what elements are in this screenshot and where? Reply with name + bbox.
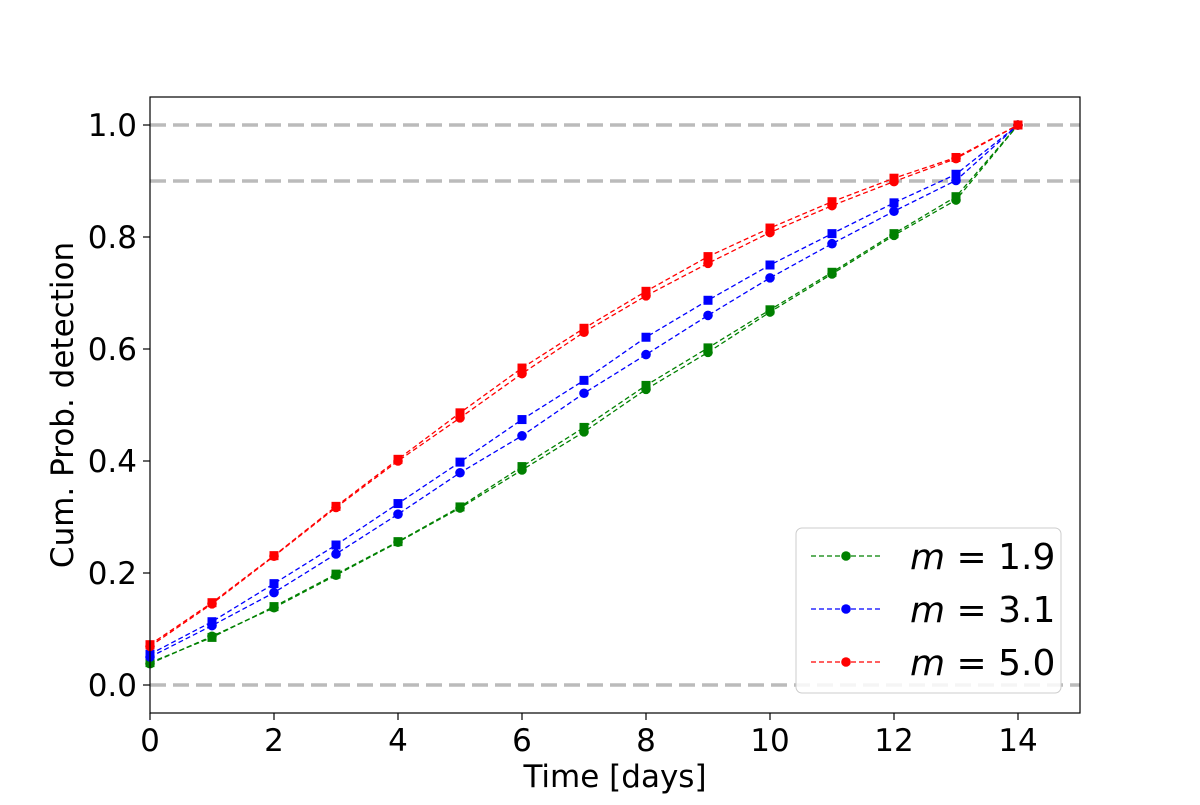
data-point-circle <box>331 570 341 581</box>
series-3.1 <box>145 120 1023 662</box>
data-point-square <box>517 415 527 425</box>
x-tick-label: 2 <box>264 723 284 759</box>
series-1.9 <box>145 120 1023 669</box>
data-point-square <box>455 408 465 418</box>
data-point-circle <box>269 587 279 598</box>
data-point-square <box>827 229 837 239</box>
data-point-circle <box>393 456 403 466</box>
data-point-circle <box>765 273 775 283</box>
y-tick-label: 0.6 <box>88 332 137 368</box>
data-point-circle <box>269 551 279 561</box>
data-point-circle <box>641 384 651 395</box>
y-axis: 0.0 0.2 0.4 0.6 0.8 1.0 <box>88 108 150 704</box>
data-point-circle <box>517 465 527 475</box>
data-point-circle <box>703 347 713 358</box>
y-tick-label: 1.0 <box>88 108 137 144</box>
data-point-circle <box>889 206 899 217</box>
data-point-circle <box>207 631 217 642</box>
data-point-circle <box>207 620 217 631</box>
y-tick-label: 0.4 <box>88 444 137 480</box>
data-point-square <box>393 499 403 509</box>
x-tick-label: 4 <box>388 723 408 759</box>
data-point-circle <box>641 349 651 360</box>
data-point-circle <box>455 503 465 513</box>
data-point-square <box>579 375 589 385</box>
legend-label: m = 1.9 <box>910 537 1055 578</box>
data-point-circle <box>827 238 837 249</box>
data-point-circle <box>393 537 403 547</box>
data-point-square <box>889 198 899 208</box>
y-axis-label: Cum. Prob. detection <box>45 242 81 568</box>
plot-frame <box>149 96 1081 714</box>
y-tick-label: 0.8 <box>88 220 137 256</box>
data-point-square <box>765 260 775 270</box>
x-tick-label: 0 <box>140 723 160 759</box>
data-point-circle <box>393 509 403 519</box>
data-point-circle <box>827 200 837 211</box>
data-point-circle <box>207 599 217 609</box>
data-point-circle <box>951 153 961 164</box>
legend-marker <box>841 604 851 614</box>
legend-label: m = 5.0 <box>910 643 1055 684</box>
data-point-square <box>331 540 341 550</box>
data-point-circle <box>455 413 465 423</box>
data-point-circle <box>765 227 775 238</box>
data-point-circle <box>331 549 341 559</box>
x-tick-label: 10 <box>750 723 789 759</box>
x-tick-label: 8 <box>636 723 656 759</box>
data-point-square <box>951 169 961 179</box>
data-point-square <box>269 579 279 589</box>
data-point-square <box>703 252 713 262</box>
legend-label: m = 3.1 <box>910 590 1055 631</box>
data-point-circle <box>517 431 527 441</box>
y-tick-label: 0.0 <box>88 668 137 704</box>
data-point-circle <box>641 291 651 301</box>
data-point-circle <box>579 327 589 338</box>
data-point-square <box>455 457 465 467</box>
data-point-circle <box>889 176 899 187</box>
legend: m = 1.9 m = 3.1 m = 5.0 <box>795 527 1062 694</box>
data-point-circle <box>517 368 527 379</box>
data-point-circle <box>1013 120 1023 130</box>
x-axis-label: Time [days] <box>522 759 706 795</box>
data-point-square <box>517 363 527 373</box>
legend-marker <box>841 551 851 561</box>
x-tick-label: 12 <box>874 723 913 759</box>
x-tick-label: 14 <box>998 723 1037 759</box>
data-point-circle <box>889 230 899 241</box>
series-line <box>149 124 1019 664</box>
data-point-square <box>641 332 651 342</box>
data-point-circle <box>765 307 775 317</box>
y-tick-label: 0.2 <box>88 556 137 592</box>
x-tick-label: 6 <box>512 723 532 759</box>
series-layer <box>145 120 1023 669</box>
x-axis: 0 2 4 6 8 10 12 14 <box>140 713 1038 759</box>
data-point-circle <box>827 269 837 279</box>
series-5.0 <box>145 120 1023 652</box>
data-point-circle <box>455 467 465 478</box>
data-point-circle <box>579 427 589 437</box>
legend-marker <box>841 657 851 667</box>
legend-box <box>795 527 1062 694</box>
data-point-circle <box>951 175 961 186</box>
data-point-circle <box>703 310 713 321</box>
data-point-circle <box>269 602 279 613</box>
series-line <box>149 124 1019 647</box>
data-point-circle <box>579 388 589 399</box>
data-point-circle <box>951 195 961 205</box>
data-point-square <box>703 295 713 305</box>
data-point-circle <box>331 502 341 513</box>
data-point-circle <box>703 258 713 269</box>
